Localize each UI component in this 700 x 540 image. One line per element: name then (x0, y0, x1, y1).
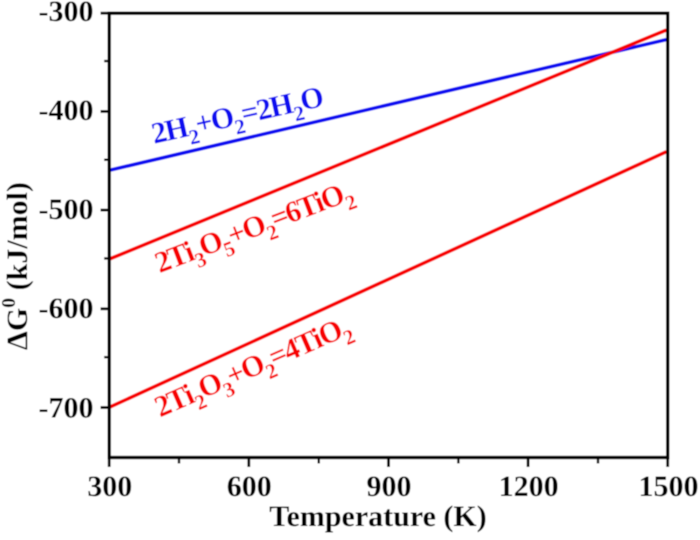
svg-text:-500: -500 (39, 193, 94, 226)
svg-text:Temperature (K): Temperature (K) (269, 500, 486, 533)
svg-text:300: 300 (87, 470, 132, 503)
svg-text:1500: 1500 (639, 470, 699, 503)
svg-text:-400: -400 (39, 94, 94, 127)
svg-text:-600: -600 (39, 292, 94, 325)
svg-text:1200: 1200 (499, 470, 559, 503)
svg-text:600: 600 (227, 470, 272, 503)
svg-text:-300: -300 (39, 0, 94, 28)
svg-text:ΔG0 (kJ/mol): ΔG0 (kJ/mol) (0, 182, 34, 350)
svg-text:-700: -700 (39, 391, 94, 424)
svg-text:900: 900 (367, 470, 412, 503)
